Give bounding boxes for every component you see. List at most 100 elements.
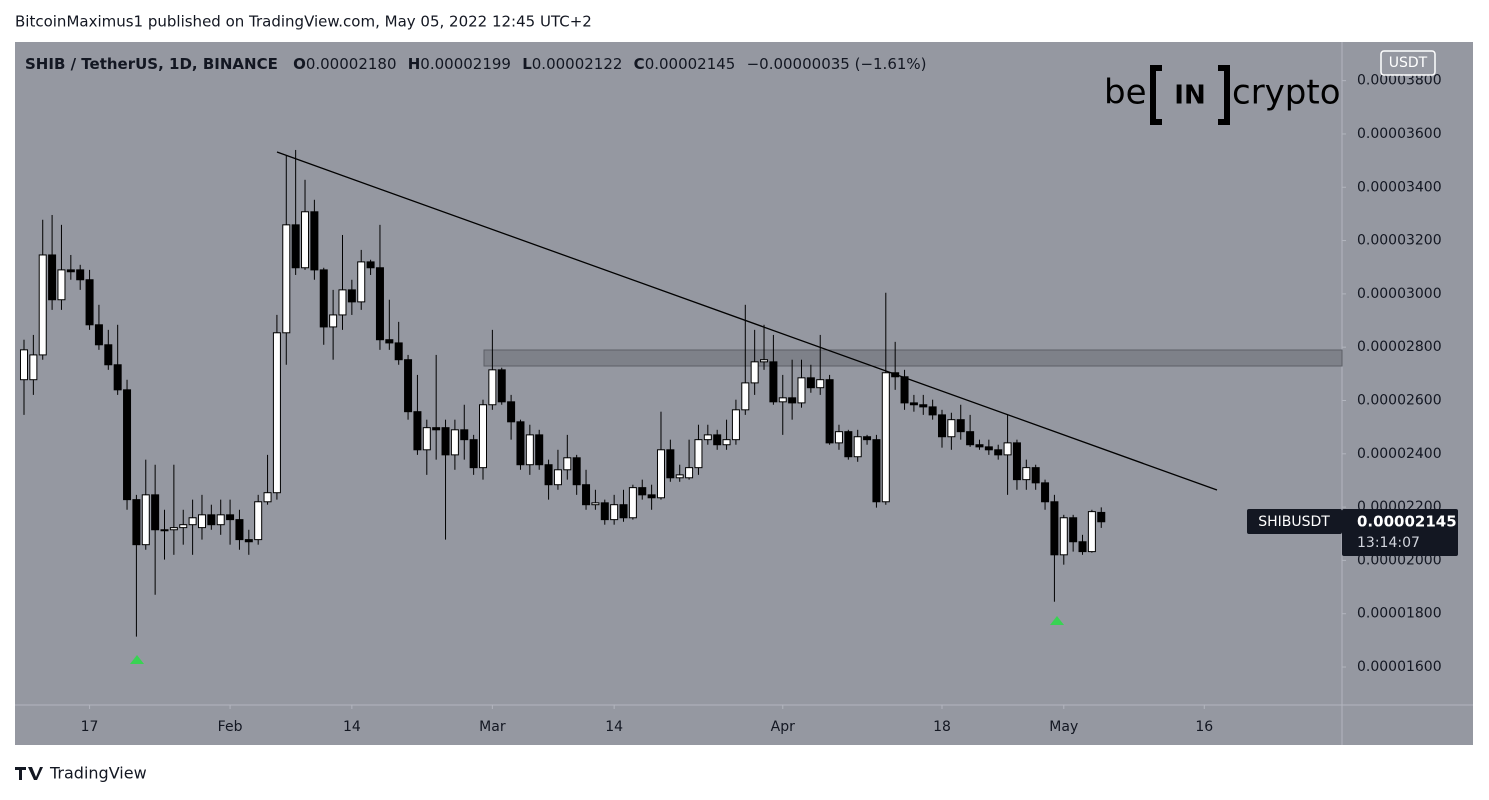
- candle-body: [375, 267, 384, 341]
- candle-body: [516, 421, 525, 466]
- candle-body: [816, 379, 825, 389]
- y-tick-label: 0.00003000: [1357, 286, 1442, 302]
- legend-key: L: [522, 55, 532, 73]
- candle-body: [666, 449, 675, 479]
- candle-body: [703, 434, 712, 441]
- last-price-box: [1342, 509, 1458, 556]
- logo-brackets: [1150, 65, 1230, 125]
- candle-body: [404, 359, 413, 413]
- countdown-label: 13:14:07: [1357, 535, 1420, 551]
- candle-body: [825, 379, 834, 444]
- legend-title: SHIB / TetherUS, 1D, BINANCE: [25, 55, 278, 73]
- candle-body: [863, 436, 872, 441]
- candle-body: [254, 501, 263, 541]
- candle-body: [188, 517, 197, 526]
- x-tick-label: Feb: [218, 719, 243, 735]
- candle-body: [563, 457, 572, 471]
- candle-body: [141, 494, 150, 546]
- y-tick-label: 0.00003800: [1357, 73, 1442, 89]
- legend-key: O: [293, 55, 306, 73]
- logo-text: IN: [1174, 81, 1205, 111]
- support-arrow: [1050, 616, 1064, 625]
- candle-body: [38, 254, 47, 356]
- candle-body: [291, 224, 300, 269]
- y-tick-label: 0.00002400: [1357, 446, 1442, 462]
- brand-icon: [15, 767, 43, 780]
- y-tick-label: 0.00001800: [1357, 606, 1442, 622]
- candle-body: [1050, 501, 1059, 556]
- plot: 0.000016000.000018000.000020000.00002200…: [19, 73, 1442, 735]
- y-tick-label: 0.00003200: [1357, 233, 1442, 249]
- candle-body: [1097, 511, 1106, 523]
- candle-body: [57, 269, 66, 301]
- candle-body: [1003, 442, 1012, 456]
- symbol-box: [1247, 509, 1342, 534]
- candle-body: [1087, 511, 1096, 553]
- candle-body: [235, 519, 244, 541]
- legend-key: H: [408, 55, 421, 73]
- candle-body: [1012, 442, 1021, 481]
- candle-body: [675, 474, 684, 479]
- currency-box: [1380, 50, 1436, 76]
- candle-body: [123, 389, 132, 501]
- candle-body: [151, 494, 160, 531]
- legend-change: −0.00000035 (−1.61%): [747, 55, 927, 73]
- candle-body: [179, 524, 188, 529]
- candle-body: [272, 332, 281, 494]
- candle-body: [282, 224, 291, 334]
- candle-body: [1059, 517, 1068, 556]
- candle-body: [722, 439, 731, 446]
- candle-body: [938, 414, 947, 438]
- candle-body: [788, 397, 797, 404]
- x-tick-label: Apr: [771, 719, 795, 735]
- candle-body: [385, 339, 394, 344]
- candle-body: [956, 419, 965, 433]
- last-price-label: 0.00002145: [1357, 513, 1457, 531]
- candle-body: [769, 361, 778, 403]
- candle-body: [1041, 482, 1050, 503]
- x-tick-label: 18: [933, 719, 951, 735]
- candle-body: [19, 349, 28, 381]
- resistance-zone: [483, 349, 1343, 367]
- candle-body: [919, 404, 928, 408]
- candle-body: [263, 492, 272, 503]
- candle-body: [338, 289, 347, 316]
- x-tick-label: May: [1049, 719, 1078, 735]
- candle-body: [638, 487, 647, 496]
- candle-body: [169, 527, 178, 531]
- x-tick-label: 14: [343, 719, 361, 735]
- candle-body: [469, 439, 478, 469]
- candle-body: [460, 429, 469, 441]
- candle-body: [422, 427, 431, 451]
- candle-body: [713, 434, 722, 446]
- candle-body: [413, 411, 422, 451]
- candle-body: [947, 419, 956, 438]
- candle-body: [694, 439, 703, 469]
- candle-body: [94, 324, 103, 346]
- logo-text: be: [1104, 73, 1147, 113]
- candle-body: [450, 429, 459, 456]
- candle-body: [984, 446, 993, 451]
- candle-body: [432, 427, 441, 431]
- candle-body: [310, 211, 319, 271]
- legend-key: C: [634, 55, 645, 73]
- candle-body: [909, 402, 918, 406]
- candle-body: [844, 431, 853, 458]
- candle-body: [572, 457, 581, 486]
- candle-body: [357, 261, 366, 303]
- logo-text: crypto: [1232, 73, 1341, 113]
- candle-body: [928, 406, 937, 416]
- candle-body: [610, 504, 619, 521]
- candle-body: [853, 436, 862, 458]
- symbol-label: SHIBUSDT: [1258, 514, 1330, 530]
- candle-body: [226, 514, 235, 521]
- candle-body: [207, 514, 216, 526]
- candle-body: [685, 467, 694, 479]
- brand: TradingView: [15, 764, 147, 783]
- candle-body: [975, 444, 984, 448]
- candle-body: [1031, 467, 1040, 484]
- candle-body: [834, 431, 843, 444]
- candle-body: [1022, 467, 1031, 481]
- candle-body: [488, 369, 497, 406]
